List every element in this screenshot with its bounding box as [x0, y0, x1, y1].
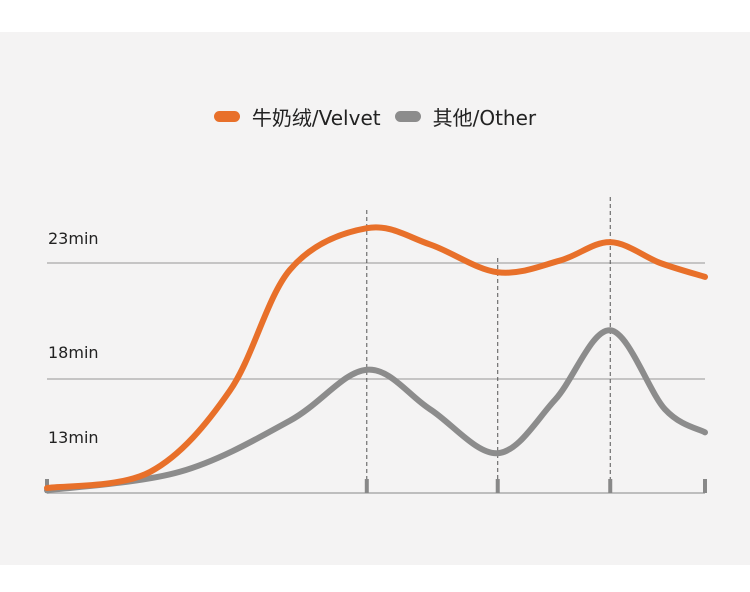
- y-tick-label: 13min: [48, 428, 99, 447]
- legend-swatch-velvet: [213, 111, 240, 122]
- y-tick-label: 18min: [48, 343, 99, 362]
- series-line-velvet: [44, 224, 708, 492]
- series-line-other: [44, 327, 708, 494]
- legend-swatch-other: [394, 111, 421, 122]
- legend: 牛奶绒/Velvet 其他/Other: [0, 102, 750, 131]
- y-tick-label: 23min: [48, 229, 99, 248]
- chart-background: [0, 32, 750, 565]
- legend-label-velvet: 牛奶绒/Velvet: [251, 106, 381, 130]
- legend-label-other: 其他/Other: [432, 106, 537, 130]
- legend-item-velvet: 牛奶绒/Velvet: [213, 102, 381, 131]
- legend-item-other: 其他/Other: [394, 102, 537, 131]
